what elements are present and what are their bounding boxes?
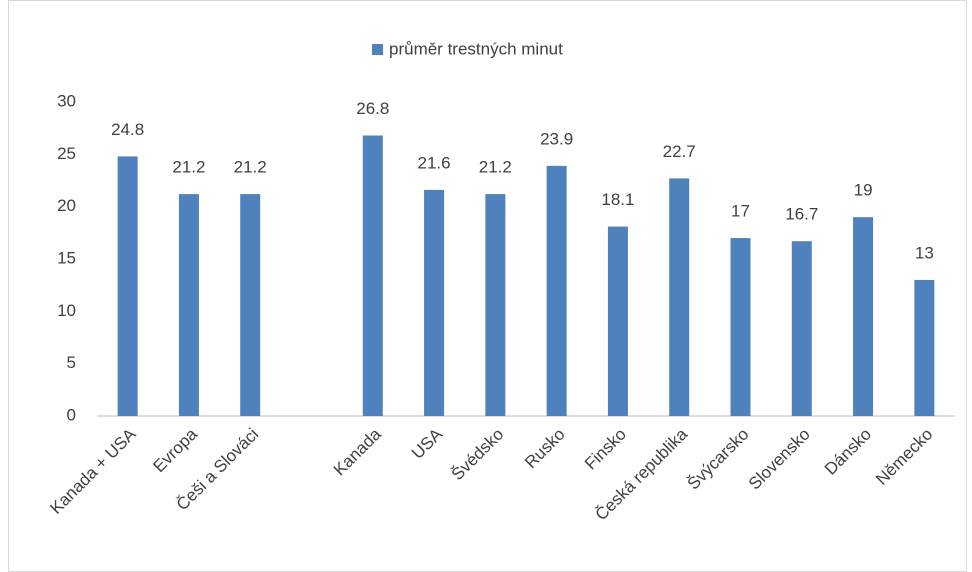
bar <box>914 279 935 416</box>
bar <box>607 226 628 416</box>
data-label: 18.1 <box>601 190 634 209</box>
bar <box>240 194 261 416</box>
bar <box>730 238 751 416</box>
y-tick-label: 25 <box>57 144 76 163</box>
bar <box>853 217 874 416</box>
data-label: 21.2 <box>479 158 512 177</box>
data-label: 24.8 <box>111 120 144 139</box>
y-tick-label: 15 <box>57 248 76 267</box>
bar <box>791 241 812 416</box>
data-label: 22.7 <box>663 142 696 161</box>
legend-swatch <box>372 44 383 55</box>
y-tick-label: 5 <box>67 353 76 372</box>
bar <box>362 135 383 416</box>
data-label: 26.8 <box>356 99 389 118</box>
bar <box>669 178 690 416</box>
data-label: 16.7 <box>785 205 818 224</box>
y-tick-label: 0 <box>67 405 76 424</box>
bar <box>178 194 199 416</box>
data-label: 21.6 <box>418 153 451 172</box>
data-label: 23.9 <box>540 129 573 148</box>
y-tick-label: 30 <box>57 91 76 110</box>
data-label: 17 <box>731 202 750 221</box>
data-label: 13 <box>915 243 934 262</box>
bar <box>117 156 138 416</box>
bar <box>485 194 506 416</box>
y-tick-label: 20 <box>57 196 76 215</box>
data-label: 19 <box>854 181 873 200</box>
y-tick-label: 10 <box>57 301 76 320</box>
bar <box>546 165 567 416</box>
data-label: 21.2 <box>234 158 267 177</box>
data-label: 21.2 <box>172 158 205 177</box>
legend-label: průměr trestných minut <box>389 39 563 58</box>
bar <box>424 189 445 416</box>
